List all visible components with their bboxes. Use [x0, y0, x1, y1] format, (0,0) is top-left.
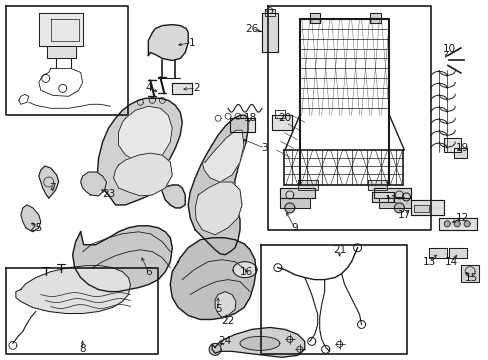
Polygon shape: [453, 148, 466, 158]
Polygon shape: [371, 192, 394, 202]
Polygon shape: [21, 205, 41, 232]
Polygon shape: [229, 118, 254, 132]
Polygon shape: [172, 84, 192, 94]
Text: 22: 22: [221, 316, 234, 327]
Text: 1: 1: [188, 37, 195, 48]
Polygon shape: [170, 238, 255, 319]
Polygon shape: [233, 262, 256, 278]
Polygon shape: [463, 221, 469, 227]
Polygon shape: [39, 166, 59, 198]
Polygon shape: [410, 200, 443, 215]
Text: 11: 11: [384, 195, 397, 205]
Polygon shape: [98, 98, 185, 208]
Polygon shape: [279, 198, 309, 208]
Text: 16: 16: [239, 267, 252, 276]
Polygon shape: [297, 180, 317, 190]
Text: 13: 13: [422, 257, 435, 267]
Text: 19: 19: [455, 143, 468, 153]
Polygon shape: [369, 13, 381, 23]
Polygon shape: [47, 45, 76, 58]
Polygon shape: [39, 13, 82, 45]
Polygon shape: [271, 115, 291, 130]
Text: 4: 4: [145, 84, 151, 93]
Polygon shape: [264, 9, 274, 15]
Polygon shape: [209, 343, 221, 355]
Text: 26: 26: [245, 24, 258, 33]
Polygon shape: [16, 266, 130, 314]
Text: 17: 17: [397, 210, 410, 220]
Polygon shape: [453, 221, 459, 227]
Text: 5: 5: [214, 305, 221, 315]
Text: 3: 3: [261, 143, 268, 153]
Polygon shape: [438, 218, 476, 230]
Polygon shape: [443, 221, 449, 227]
Text: 9: 9: [291, 223, 298, 233]
Polygon shape: [215, 292, 236, 318]
Text: 24: 24: [218, 336, 231, 346]
Polygon shape: [113, 153, 172, 196]
Polygon shape: [374, 188, 410, 198]
Text: 20: 20: [278, 113, 291, 123]
Polygon shape: [413, 205, 428, 212]
Text: 6: 6: [145, 267, 151, 276]
Text: 12: 12: [455, 213, 468, 223]
Text: 21: 21: [332, 245, 346, 255]
Polygon shape: [262, 13, 277, 53]
Polygon shape: [285, 203, 294, 213]
Text: 25: 25: [29, 223, 42, 233]
Polygon shape: [460, 265, 478, 282]
Polygon shape: [118, 106, 172, 162]
Polygon shape: [367, 180, 386, 190]
Text: 8: 8: [79, 345, 86, 354]
Polygon shape: [309, 13, 319, 23]
Polygon shape: [443, 138, 460, 152]
Polygon shape: [240, 336, 279, 350]
Text: 23: 23: [102, 189, 115, 199]
Text: 7: 7: [49, 183, 56, 193]
Polygon shape: [81, 172, 106, 196]
Polygon shape: [195, 182, 242, 235]
Polygon shape: [188, 115, 247, 255]
Polygon shape: [73, 226, 172, 292]
Polygon shape: [448, 248, 466, 258]
Text: 14: 14: [444, 257, 457, 267]
Polygon shape: [202, 130, 244, 182]
Polygon shape: [394, 203, 404, 213]
Text: 18: 18: [243, 113, 256, 123]
Text: 15: 15: [464, 273, 477, 283]
Polygon shape: [379, 198, 410, 208]
Polygon shape: [279, 188, 314, 198]
Polygon shape: [428, 248, 447, 258]
Text: 10: 10: [442, 44, 455, 54]
Polygon shape: [212, 328, 304, 357]
Text: 2: 2: [192, 84, 199, 93]
Polygon shape: [148, 24, 188, 60]
